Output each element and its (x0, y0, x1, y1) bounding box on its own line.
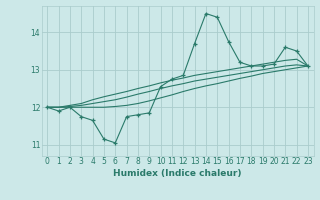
X-axis label: Humidex (Indice chaleur): Humidex (Indice chaleur) (113, 169, 242, 178)
